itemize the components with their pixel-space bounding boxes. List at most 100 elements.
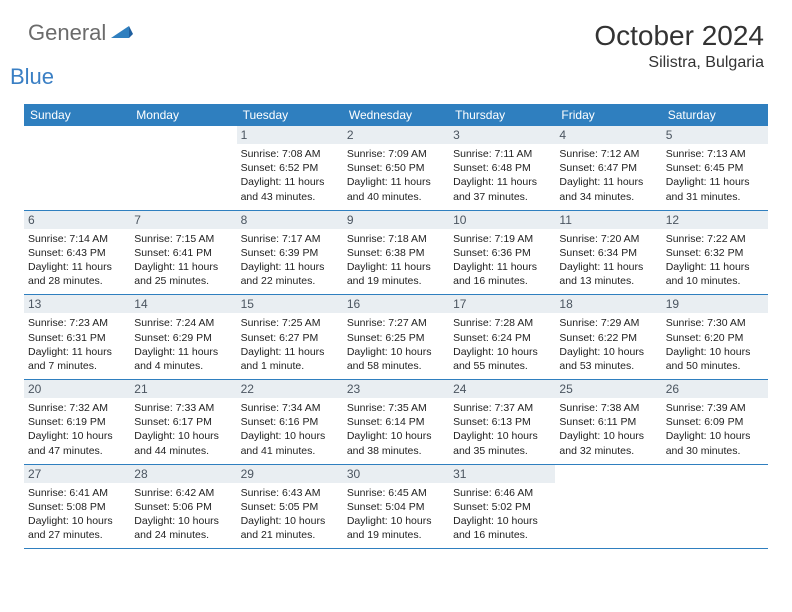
sunrise-line: Sunrise: 6:42 AM: [134, 486, 232, 500]
sunset-line: Sunset: 6:31 PM: [28, 331, 126, 345]
sunset-line: Sunset: 6:29 PM: [134, 331, 232, 345]
sunset-line: Sunset: 5:05 PM: [241, 500, 339, 514]
sunset-line: Sunset: 6:43 PM: [28, 246, 126, 260]
day-cell: 15 Sunrise: 7:25 AMSunset: 6:27 PMDayligh…: [237, 295, 343, 380]
day-cell: 8Sunrise: 7:17 AMSunset: 6:39 PMDaylight…: [237, 210, 343, 295]
daylight-line: Daylight: 10 hours and 38 minutes.: [347, 429, 445, 457]
month-title: October 2024: [594, 20, 764, 52]
day-cell: 20Sunrise: 7:32 AMSunset: 6:19 PMDayligh…: [24, 380, 130, 465]
week-row: 13Sunrise: 7:23 AMSunset: 6:31 PMDayligh…: [24, 295, 768, 380]
day-details: Sunrise: 7:11 AMSunset: 6:48 PMDaylight:…: [453, 147, 551, 204]
day-cell: 1Sunrise: 7:08 AMSunset: 6:52 PMDaylight…: [237, 126, 343, 210]
sunrise-line: Sunrise: 6:43 AM: [241, 486, 339, 500]
sunrise-line: Sunrise: 7:12 AM: [559, 147, 657, 161]
day-number: 23: [343, 380, 449, 398]
sunset-line: Sunset: 6:52 PM: [241, 161, 339, 175]
day-cell: 13Sunrise: 7:23 AMSunset: 6:31 PMDayligh…: [24, 295, 130, 380]
sunrise-line: Sunrise: 7:23 AM: [28, 316, 126, 330]
daylight-line: Daylight: 11 hours and 31 minutes.: [666, 175, 764, 203]
day-number: 9: [343, 211, 449, 229]
empty-day: [662, 464, 768, 549]
day-cell: 6Sunrise: 7:14 AMSunset: 6:43 PMDaylight…: [24, 210, 130, 295]
week-row: 6Sunrise: 7:14 AMSunset: 6:43 PMDaylight…: [24, 210, 768, 295]
day-details: Sunrise: 7:18 AMSunset: 6:38 PMDaylight:…: [347, 232, 445, 289]
sunrise-line: Sunrise: 7:38 AM: [559, 401, 657, 415]
logo: General Blue: [28, 20, 133, 90]
daylight-line: Daylight: 10 hours and 24 minutes.: [134, 514, 232, 542]
day-number: 2: [343, 126, 449, 144]
day-details: Sunrise: 7:28 AMSunset: 6:24 PMDaylight:…: [453, 316, 551, 373]
daylight-line: Daylight: 10 hours and 53 minutes.: [559, 345, 657, 373]
daylight-line: Daylight: 11 hours and 43 minutes.: [241, 175, 339, 203]
daylight-line: Daylight: 11 hours and 28 minutes.: [28, 260, 126, 288]
sunset-line: Sunset: 6:19 PM: [28, 415, 126, 429]
sunset-line: Sunset: 6:24 PM: [453, 331, 551, 345]
sunset-line: Sunset: 6:34 PM: [559, 246, 657, 260]
day-number: 16: [343, 295, 449, 313]
daylight-line: Daylight: 10 hours and 50 minutes.: [666, 345, 764, 373]
sunset-line: Sunset: 5:06 PM: [134, 500, 232, 514]
day-cell: 30Sunrise: 6:45 AMSunset: 5:04 PMDayligh…: [343, 464, 449, 549]
day-details: Sunrise: 6:46 AMSunset: 5:02 PMDaylight:…: [453, 486, 551, 543]
sunrise-line: Sunrise: 7:39 AM: [666, 401, 764, 415]
sunrise-line: Sunrise: 7:11 AM: [453, 147, 551, 161]
daylight-line: Daylight: 10 hours and 47 minutes.: [28, 429, 126, 457]
empty-day: [24, 126, 130, 210]
day-details: Sunrise: 7:32 AMSunset: 6:19 PMDaylight:…: [28, 401, 126, 458]
header: General Blue October 2024 Silistra, Bulg…: [0, 0, 792, 98]
sunrise-line: Sunrise: 7:18 AM: [347, 232, 445, 246]
day-cell: 4Sunrise: 7:12 AMSunset: 6:47 PMDaylight…: [555, 126, 661, 210]
dow-cell: Wednesday: [343, 104, 449, 126]
sunset-line: Sunset: 6:47 PM: [559, 161, 657, 175]
sunset-line: Sunset: 5:04 PM: [347, 500, 445, 514]
sunset-line: Sunset: 6:38 PM: [347, 246, 445, 260]
day-number: 19: [662, 295, 768, 313]
day-details: Sunrise: 7:15 AMSunset: 6:41 PMDaylight:…: [134, 232, 232, 289]
sunset-line: Sunset: 6:48 PM: [453, 161, 551, 175]
sunrise-line: Sunrise: 7:28 AM: [453, 316, 551, 330]
dow-cell: Tuesday: [237, 104, 343, 126]
day-details: Sunrise: 6:41 AMSunset: 5:08 PMDaylight:…: [28, 486, 126, 543]
day-details: Sunrise: 7:25 AMSunset: 6:27 PMDaylight:…: [241, 316, 339, 373]
day-details: Sunrise: 7:23 AMSunset: 6:31 PMDaylight:…: [28, 316, 126, 373]
daylight-line: Daylight: 10 hours and 30 minutes.: [666, 429, 764, 457]
daylight-line: Daylight: 11 hours and 4 minutes.: [134, 345, 232, 373]
day-cell: 16Sunrise: 7:27 AMSunset: 6:25 PMDayligh…: [343, 295, 449, 380]
daylight-line: Daylight: 10 hours and 35 minutes.: [453, 429, 551, 457]
sunset-line: Sunset: 6:14 PM: [347, 415, 445, 429]
day-cell: 11Sunrise: 7:20 AMSunset: 6:34 PMDayligh…: [555, 210, 661, 295]
sunrise-line: Sunrise: 7:09 AM: [347, 147, 445, 161]
sunset-line: Sunset: 6:17 PM: [134, 415, 232, 429]
day-number: 15: [237, 295, 343, 313]
sunrise-line: Sunrise: 7:30 AM: [666, 316, 764, 330]
day-number: 10: [449, 211, 555, 229]
week-row: 27Sunrise: 6:41 AMSunset: 5:08 PMDayligh…: [24, 464, 768, 549]
day-number: 31: [449, 465, 555, 483]
day-details: Sunrise: 7:37 AMSunset: 6:13 PMDaylight:…: [453, 401, 551, 458]
daylight-line: Daylight: 11 hours and 13 minutes.: [559, 260, 657, 288]
day-details: Sunrise: 7:22 AMSunset: 6:32 PMDaylight:…: [666, 232, 764, 289]
day-number: 24: [449, 380, 555, 398]
daylight-line: Daylight: 10 hours and 44 minutes.: [134, 429, 232, 457]
daylight-line: Daylight: 11 hours and 1 minute.: [241, 345, 339, 373]
dow-cell: Saturday: [662, 104, 768, 126]
daylight-line: Daylight: 11 hours and 7 minutes.: [28, 345, 126, 373]
daylight-line: Daylight: 10 hours and 19 minutes.: [347, 514, 445, 542]
dow-cell: Monday: [130, 104, 236, 126]
logo-word1: General: [28, 20, 106, 45]
day-details: Sunrise: 7:39 AMSunset: 6:09 PMDaylight:…: [666, 401, 764, 458]
day-details: Sunrise: 7:08 AMSunset: 6:52 PMDaylight:…: [241, 147, 339, 204]
sunrise-line: Sunrise: 7:13 AM: [666, 147, 764, 161]
daylight-line: Daylight: 10 hours and 27 minutes.: [28, 514, 126, 542]
day-number: 5: [662, 126, 768, 144]
sunrise-line: Sunrise: 7:37 AM: [453, 401, 551, 415]
sunrise-line: Sunrise: 7:15 AM: [134, 232, 232, 246]
location: Silistra, Bulgaria: [594, 54, 764, 72]
sunset-line: Sunset: 6:32 PM: [666, 246, 764, 260]
day-number: 17: [449, 295, 555, 313]
day-cell: 25Sunrise: 7:38 AMSunset: 6:11 PMDayligh…: [555, 380, 661, 465]
sunset-line: Sunset: 6:13 PM: [453, 415, 551, 429]
sunset-line: Sunset: 6:36 PM: [453, 246, 551, 260]
day-number: 26: [662, 380, 768, 398]
dow-cell: Sunday: [24, 104, 130, 126]
